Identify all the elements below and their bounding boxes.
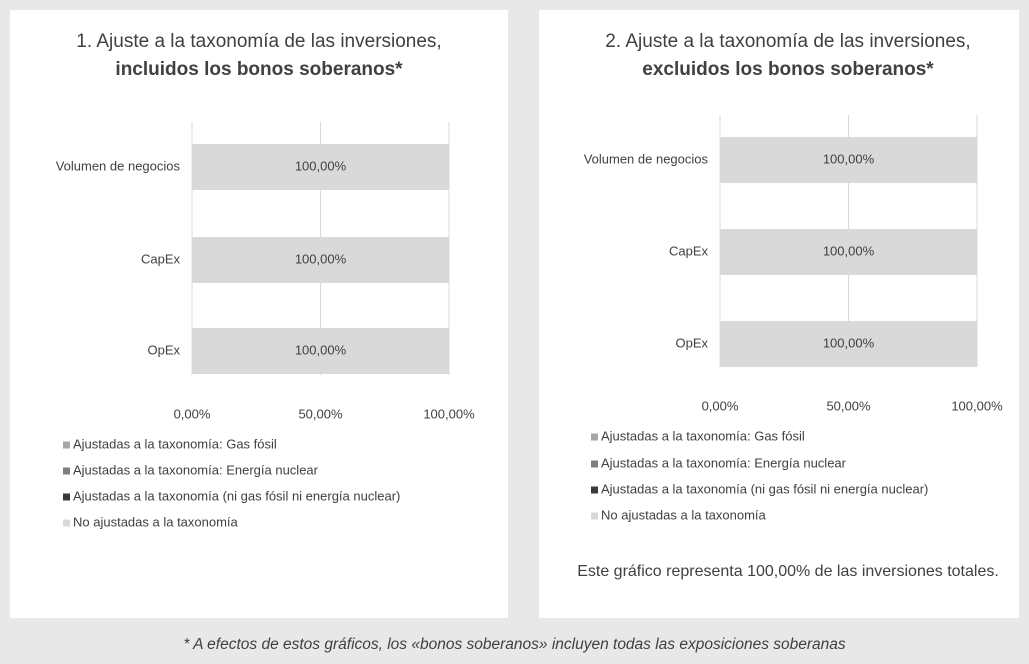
y-tick-label: CapEx	[141, 251, 181, 266]
value-label: 100,00%	[295, 342, 347, 357]
chart-title: 2. Ajuste a la taxonomía de las inversio…	[605, 31, 970, 52]
legend-label: Ajustadas a la taxonomía (ni gas fósil n…	[73, 488, 400, 503]
bar	[192, 237, 449, 283]
chart-title: excluidos los bonos soberanos*	[642, 59, 934, 80]
y-tick-label: CapEx	[669, 243, 709, 258]
legend-swatch	[591, 433, 598, 441]
legend-swatch	[63, 493, 70, 501]
legend-label: No ajustadas a la taxonomía	[601, 507, 767, 522]
legend-swatch	[591, 512, 598, 520]
legend-label: Ajustadas a la taxonomía (ni gas fósil n…	[601, 481, 928, 496]
x-tick-label: 0,00%	[174, 406, 211, 421]
legend-label: Ajustadas a la taxonomía: Energía nuclea…	[601, 455, 847, 470]
value-label: 100,00%	[295, 251, 347, 266]
legend-label: No ajustadas a la taxonomía	[73, 514, 239, 529]
legend-swatch	[63, 519, 70, 527]
y-tick-label: OpEx	[147, 342, 180, 357]
chart-title: incluidos los bonos soberanos*	[115, 59, 403, 80]
bar	[192, 328, 449, 374]
bar	[720, 137, 977, 183]
legend-swatch	[591, 460, 598, 468]
footnote: * A efectos de estos gráficos, los «bono…	[183, 636, 846, 653]
legend-swatch	[63, 441, 70, 449]
panel	[10, 10, 508, 618]
value-label: 100,00%	[823, 335, 875, 350]
legend-label: Ajustadas a la taxonomía: Gas fósil	[601, 428, 805, 443]
chart-title: 1. Ajuste a la taxonomía de las inversio…	[76, 31, 441, 52]
panel	[539, 10, 1019, 618]
x-tick-label: 0,00%	[702, 398, 739, 413]
chart-note: Este gráfico representa 100,00% de las i…	[577, 563, 999, 580]
x-tick-label: 50,00%	[298, 406, 343, 421]
y-tick-label: Volumen de negocios	[56, 158, 181, 173]
legend-swatch	[63, 467, 70, 475]
value-label: 100,00%	[295, 158, 347, 173]
x-tick-label: 50,00%	[826, 398, 871, 413]
legend-label: Ajustadas a la taxonomía: Energía nuclea…	[73, 462, 319, 477]
value-label: 100,00%	[823, 243, 875, 258]
y-tick-label: OpEx	[675, 335, 708, 350]
x-tick-label: 100,00%	[423, 406, 475, 421]
legend-swatch	[591, 486, 598, 494]
x-tick-label: 100,00%	[951, 398, 1003, 413]
legend-label: Ajustadas a la taxonomía: Gas fósil	[73, 436, 277, 451]
y-tick-label: Volumen de negocios	[584, 151, 709, 166]
bar	[720, 321, 977, 367]
value-label: 100,00%	[823, 151, 875, 166]
bar	[192, 144, 449, 190]
bar	[720, 229, 977, 275]
